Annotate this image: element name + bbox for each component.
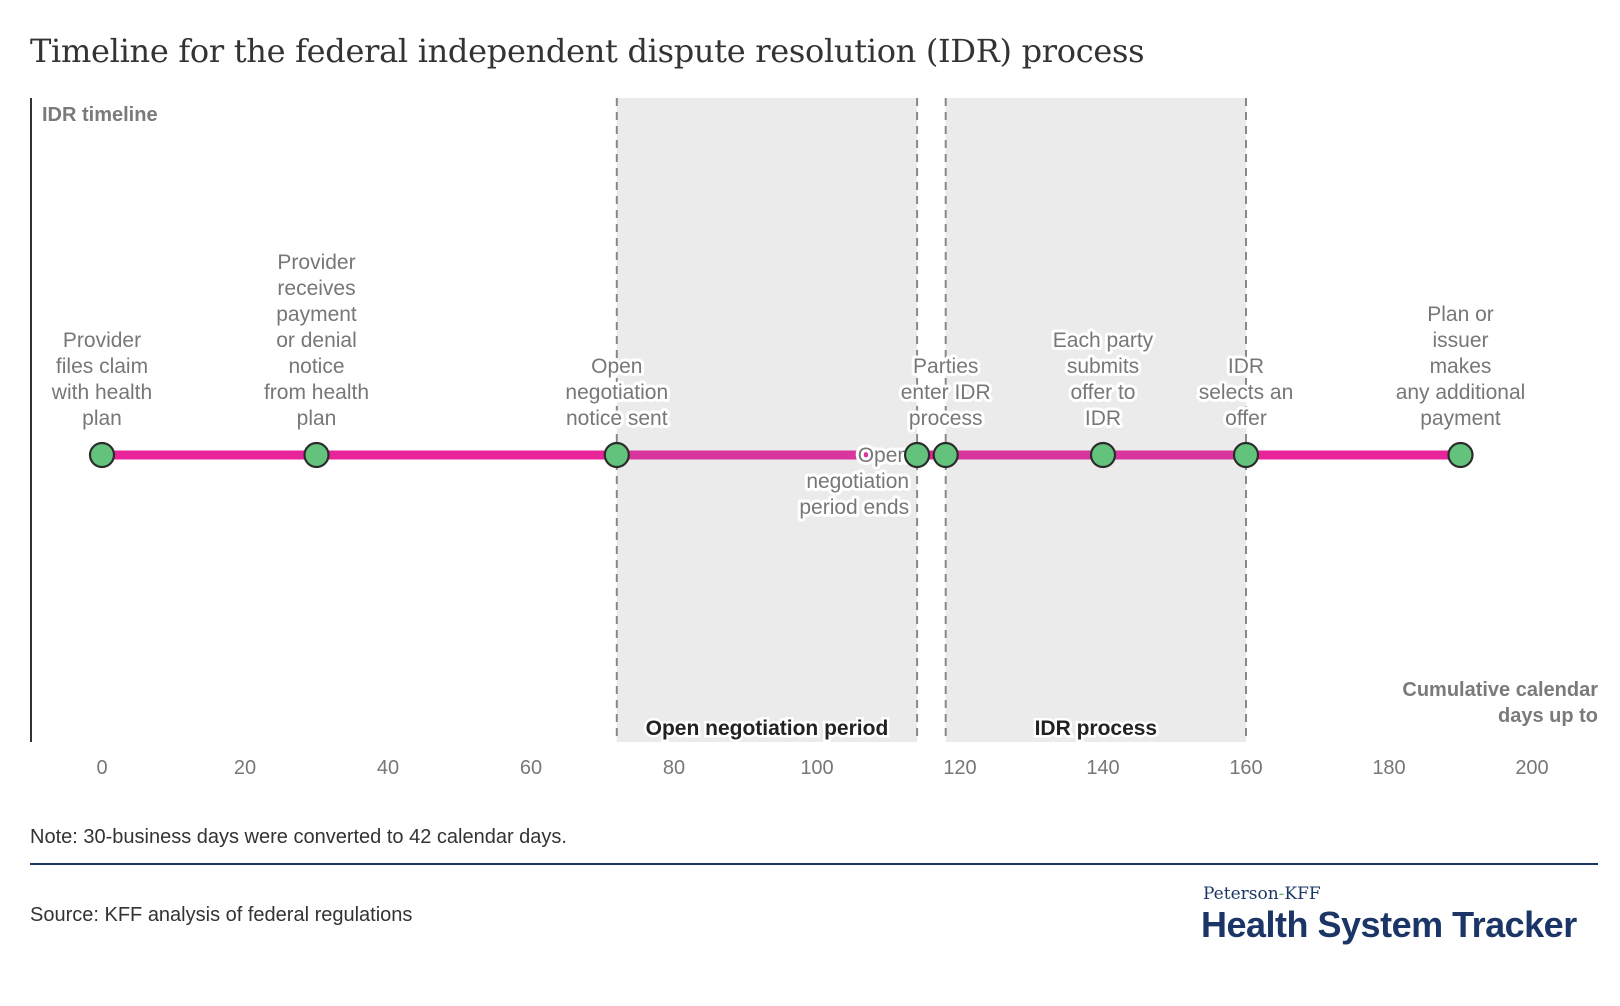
event-label-3: Open negotiation period ends bbox=[799, 444, 909, 519]
event-marker-1 bbox=[303, 441, 330, 469]
x-tick-label-4: 80 bbox=[663, 757, 685, 779]
event-label-line: plan bbox=[82, 407, 122, 430]
event-label-line: negotiation bbox=[565, 381, 668, 404]
event-marker-4 bbox=[932, 441, 959, 469]
brand-health-system-tracker: Health System Tracker bbox=[1201, 904, 1577, 945]
x-tick-label-7: 140 bbox=[1086, 757, 1119, 779]
event-label-line: period ends bbox=[799, 496, 909, 519]
brand-kff: KFF bbox=[1284, 884, 1321, 904]
event-label-line: IDR bbox=[1228, 355, 1264, 378]
x-tick-label-0: 0 bbox=[96, 757, 107, 779]
x-tick-label-8: 160 bbox=[1229, 757, 1262, 779]
event-label-line: makes bbox=[1430, 355, 1492, 378]
timeline-chart: Open negotiation period IDR process IDR t… bbox=[30, 98, 1598, 779]
event-label-line: or denial bbox=[276, 329, 357, 352]
shaded-period-1 bbox=[945, 98, 1246, 742]
event-label-line: payment bbox=[276, 303, 357, 326]
event-label-line: Provider bbox=[63, 329, 141, 352]
chart-note: Note: 30-business days were converted to… bbox=[30, 826, 567, 848]
event-label-line: files claim bbox=[56, 355, 148, 378]
event-labels: Provider files claim with health planProvid… bbox=[48, 248, 1529, 522]
period-label-0: Open negotiation period bbox=[646, 717, 889, 740]
y-axis-label: IDR timeline bbox=[42, 104, 158, 126]
chart-source: Source: KFF analysis of federal regulati… bbox=[30, 904, 413, 926]
event-label-6: IDR selects an offer bbox=[1199, 355, 1294, 430]
event-marker-7 bbox=[1447, 441, 1474, 469]
event-label-line: notice bbox=[288, 355, 344, 378]
event-label-line: plan bbox=[297, 407, 337, 430]
event-marker-2 bbox=[603, 441, 630, 469]
x-axis-title-line-1: Cumulative calendar bbox=[1402, 679, 1598, 701]
event-label-line: issuer bbox=[1432, 329, 1488, 352]
brand-peterson: Peterson bbox=[1203, 884, 1279, 904]
period-label-1: IDR process bbox=[1035, 717, 1158, 740]
event-label-line: Provider bbox=[277, 251, 355, 274]
event-marker-3 bbox=[903, 441, 931, 469]
shaded-period-0 bbox=[616, 98, 918, 742]
event-label-line: enter IDR bbox=[901, 381, 991, 404]
shaded-periods: Open negotiation period IDR process bbox=[615, 98, 1247, 743]
event-label-7: Plan or issuer makes any additional payment bbox=[1396, 303, 1526, 430]
brand-dash: - bbox=[1278, 884, 1285, 904]
event-label-line: selects an bbox=[1199, 381, 1294, 404]
event-label-line: receives bbox=[277, 277, 355, 300]
event-label-line: negotiation bbox=[806, 470, 909, 493]
event-label-line: Open bbox=[858, 444, 909, 467]
footer-divider bbox=[30, 863, 1598, 865]
x-tick-label-9: 180 bbox=[1372, 757, 1405, 779]
event-label-2: Open negotiation notice sent bbox=[565, 355, 668, 430]
event-label-line: process bbox=[909, 407, 983, 430]
x-tick-label-3: 60 bbox=[520, 757, 542, 779]
event-label-4: Parties enter IDR process bbox=[901, 355, 991, 430]
event-label-1: Provider receives payment or denial notice fr… bbox=[264, 251, 369, 430]
event-label-line: Open bbox=[591, 355, 642, 378]
event-label-line: Parties bbox=[913, 355, 978, 378]
x-axis-ticks: 0 20 40 60 80 100 120 140 160 180 200 bbox=[96, 757, 1548, 779]
x-tick-label-2: 40 bbox=[377, 757, 399, 779]
x-axis-title-line-2: days up to bbox=[1498, 705, 1598, 727]
x-tick-label-1: 20 bbox=[234, 757, 256, 779]
event-label-line: notice sent bbox=[566, 407, 668, 430]
chart-title: Timeline for the federal independent dis… bbox=[30, 32, 1145, 70]
event-label-line: payment bbox=[1420, 407, 1501, 430]
event-label-5: Each party submits offer to IDR bbox=[1053, 329, 1154, 430]
event-marker-5 bbox=[1089, 441, 1117, 469]
event-label-line: offer to bbox=[1071, 381, 1136, 404]
event-marker-0 bbox=[88, 441, 116, 469]
x-tick-label-6: 120 bbox=[943, 757, 976, 779]
event-label-line: Each party bbox=[1053, 329, 1154, 352]
event-label-line: from health bbox=[264, 381, 369, 404]
event-markers bbox=[88, 441, 1474, 469]
event-label-0: Provider files claim with health plan bbox=[51, 329, 152, 430]
event-label-line: any additional bbox=[1396, 381, 1526, 404]
event-marker-6 bbox=[1232, 441, 1260, 469]
x-tick-label-10: 200 bbox=[1515, 757, 1548, 779]
event-label-line: with health bbox=[51, 381, 152, 404]
event-label-line: submits bbox=[1067, 355, 1139, 378]
x-tick-label-5: 100 bbox=[800, 757, 833, 779]
brand-peterson-kff: Peterson-KFF bbox=[1203, 884, 1321, 904]
event-label-line: IDR bbox=[1085, 407, 1121, 430]
event-label-line: Plan or bbox=[1427, 303, 1494, 326]
event-label-line: offer bbox=[1225, 407, 1267, 430]
